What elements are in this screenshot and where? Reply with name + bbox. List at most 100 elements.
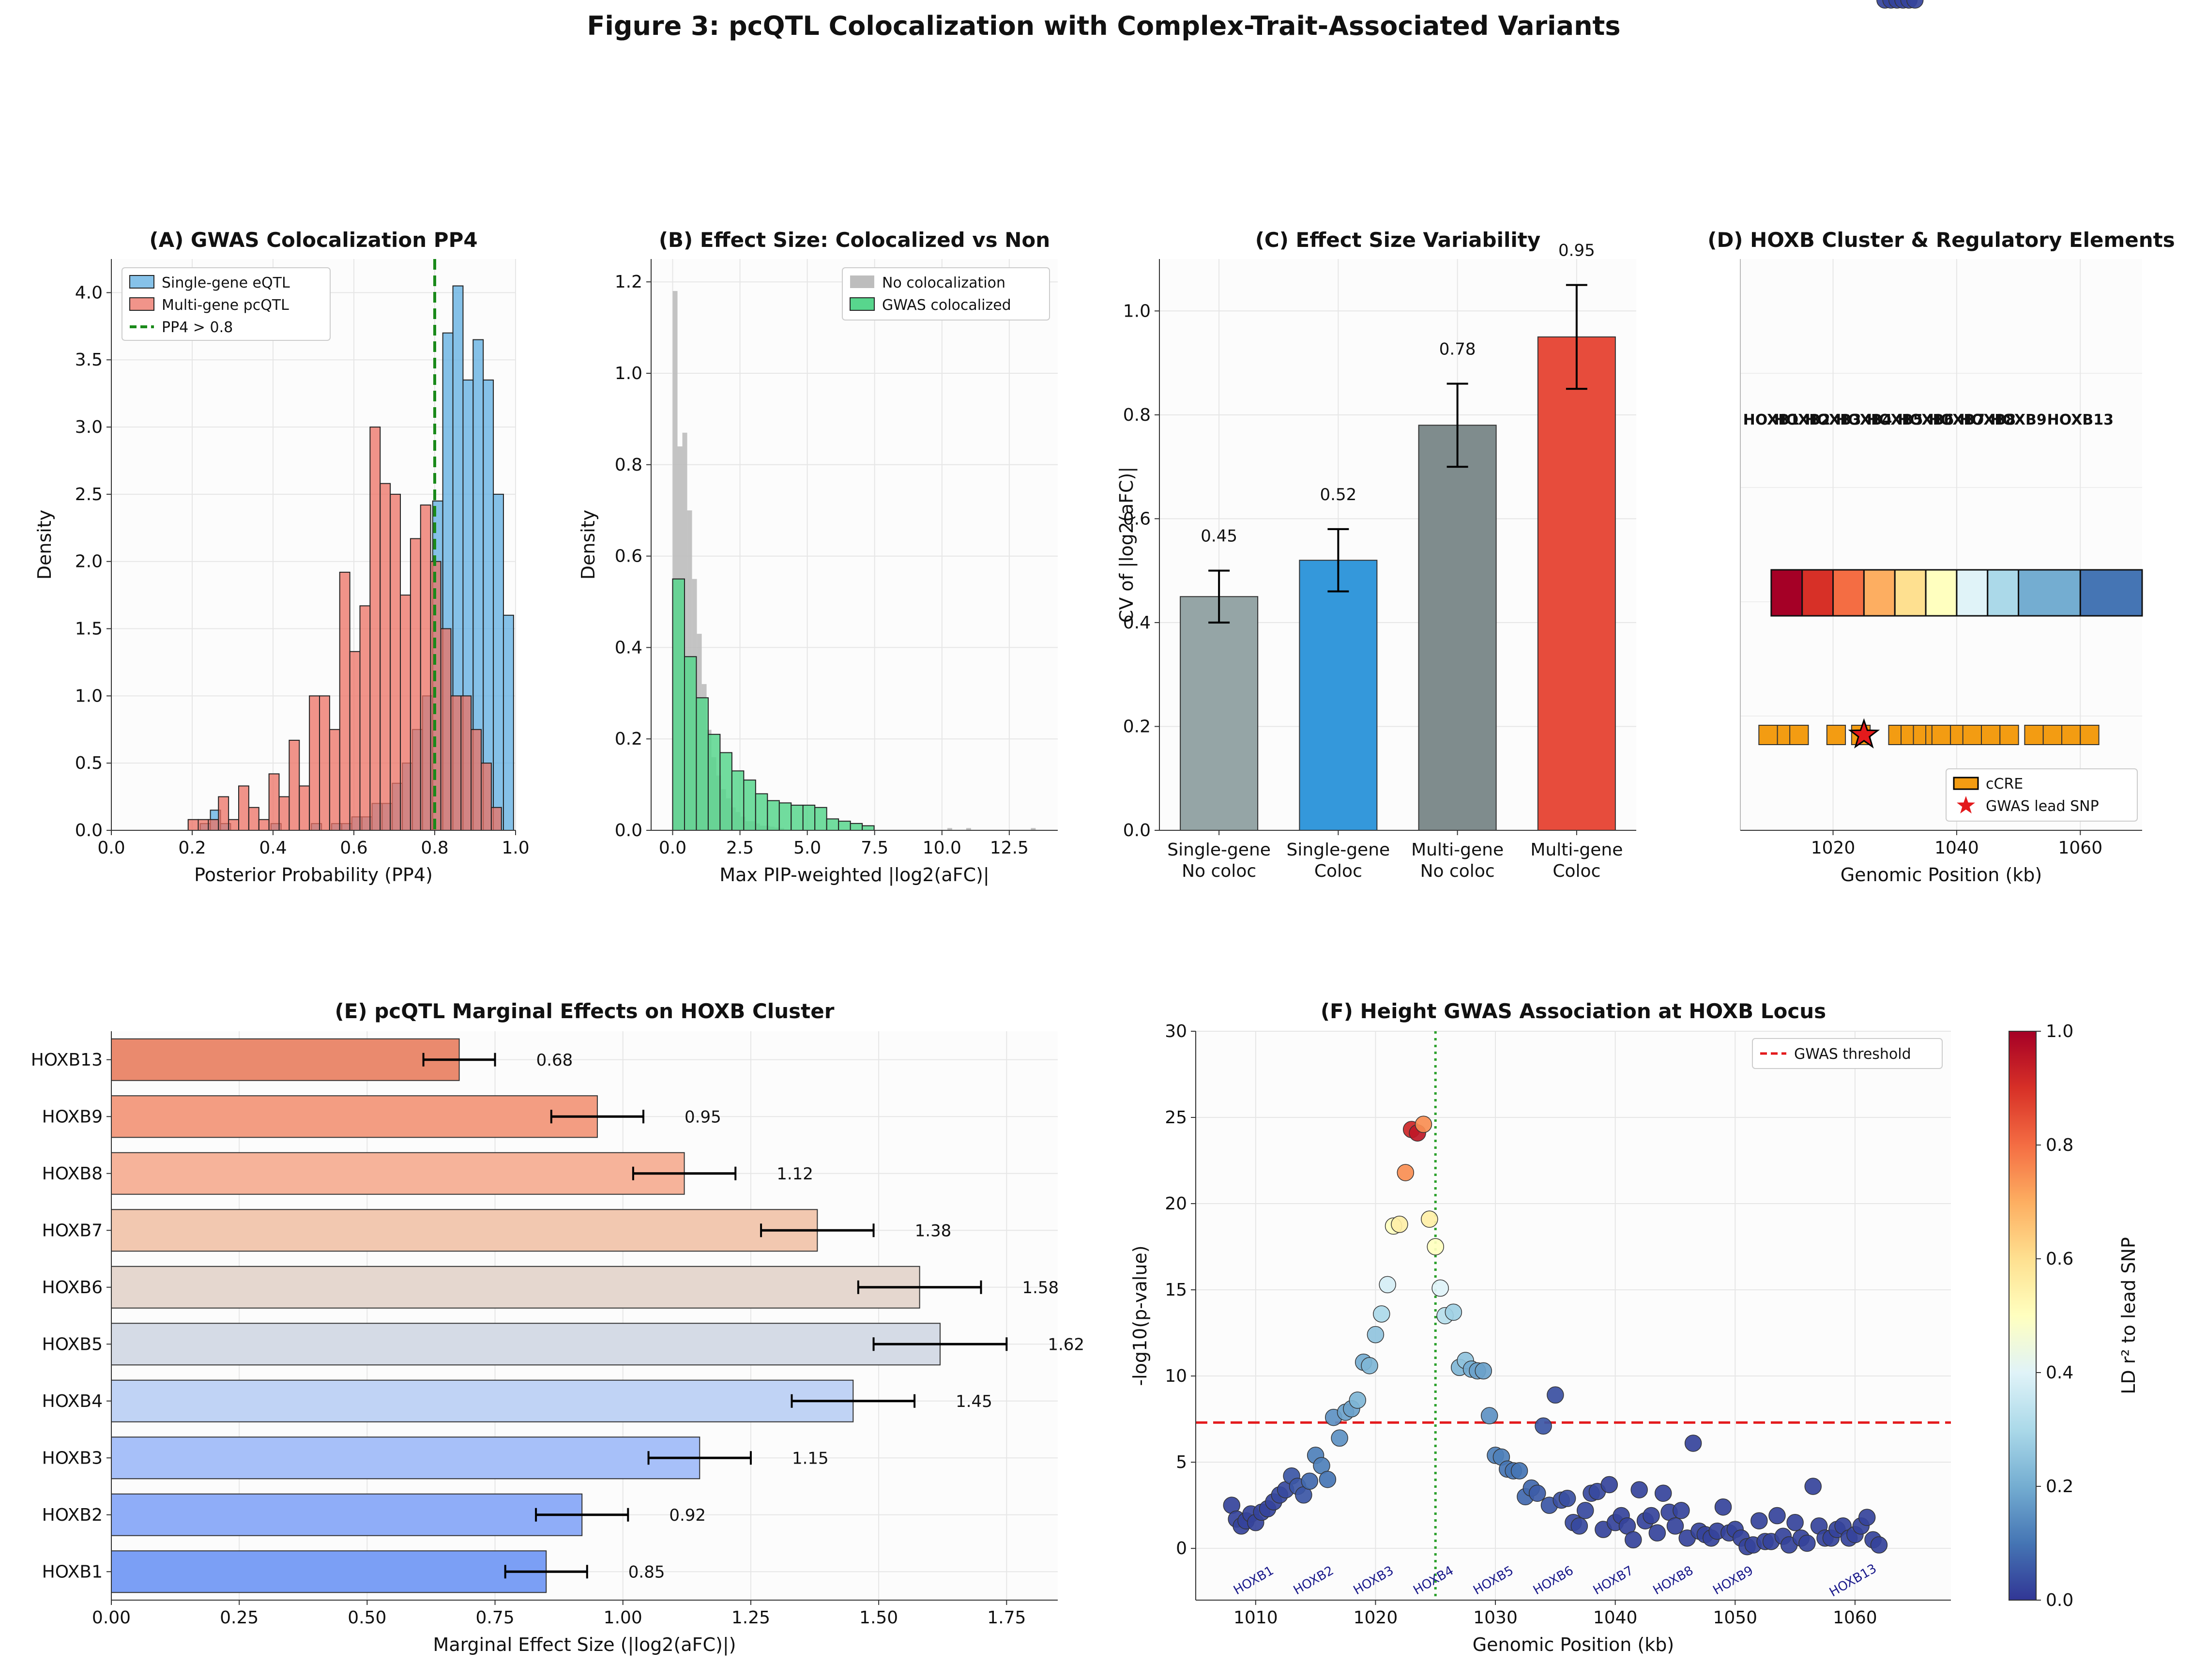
gene-label: HOXB7: [1929, 412, 1985, 428]
x-tick-label: 1010: [1233, 1608, 1278, 1628]
gwas-coloc-bar: [672, 578, 685, 831]
x-axis-label: Genomic Position (kb): [1473, 1634, 1674, 1655]
x-tick-label: 2.5: [726, 838, 754, 858]
value-label: 0.85: [628, 1562, 665, 1582]
multi-gene-bar: [450, 695, 462, 831]
y-tick-label: 0.0: [75, 821, 103, 840]
x-tick-label: 0.0: [97, 838, 125, 858]
y-tick-label: 5: [1176, 1452, 1187, 1472]
x-tick-label: No coloc: [1182, 861, 1256, 881]
y-tick-label: 2.5: [75, 485, 103, 504]
y-axis-label: Density: [34, 510, 55, 580]
value-label: 0.95: [685, 1107, 721, 1127]
plot-area: [1196, 1031, 1951, 1600]
gwas-coloc-bar: [696, 697, 709, 831]
snp-point: [1391, 1216, 1408, 1233]
panel-d-hoxb-cluster: 1020 1040 1060HOXB1HOXB2HOXB3HOXB4HOXB5HOX…: [1707, 228, 2175, 886]
y-tick-label: 0.6: [1123, 509, 1151, 529]
x-tick-label: 0.2: [178, 838, 206, 858]
x-tick-label: 1060: [2058, 838, 2102, 858]
snp-point: [1415, 1115, 1432, 1133]
value-label: 1.45: [956, 1392, 992, 1411]
ccre-box: [2042, 725, 2063, 745]
value-label: 1.62: [1048, 1335, 1084, 1354]
gene-label: HOXB3: [1805, 412, 1861, 428]
y-tick-label: 3.5: [75, 350, 103, 370]
cv-bar: [1180, 596, 1259, 831]
snp-point: [1804, 1478, 1822, 1495]
cv-bar: [1418, 425, 1497, 831]
gene-label: HOXB8: [1960, 412, 2016, 428]
gwas-coloc-bar: [862, 825, 875, 831]
x-tick-label: Coloc: [1553, 861, 1600, 881]
legend-label: GWAS colocalized: [882, 297, 1011, 314]
multi-gene-bar: [198, 819, 209, 831]
snp-point: [1600, 1476, 1618, 1494]
effect-bar: [111, 1436, 700, 1480]
no-coloc-bar: [947, 828, 952, 830]
hoxb-gene-block: [2079, 569, 2143, 617]
y-tick-label: 0.2: [1123, 717, 1151, 736]
value-label: 1.12: [776, 1164, 813, 1184]
legend-label: GWAS lead SNP: [1986, 798, 2099, 815]
snp-point: [1673, 1502, 1690, 1519]
multi-gene-bar: [319, 695, 330, 831]
snp-point: [1373, 1305, 1390, 1323]
snp-point: [1361, 1357, 1378, 1375]
snp-point: [1648, 1524, 1666, 1542]
snp-point: [1397, 1164, 1415, 1181]
y-tick-label: HOXB7: [42, 1221, 103, 1240]
colorbar-tick-label: 0.4: [2046, 1363, 2073, 1383]
legend-label: Multi-gene pcQTL: [162, 297, 289, 314]
x-tick-label: 0.4: [259, 838, 287, 858]
gwas-coloc-bar: [707, 733, 721, 831]
snp-point: [1798, 1534, 1816, 1552]
gene-label: HOXB4: [1836, 412, 1892, 428]
snp-point: [1427, 1238, 1444, 1255]
x-tick-label: 1.75: [987, 1608, 1026, 1628]
x-tick-label: 1.0: [502, 838, 529, 858]
ccre-box: [1826, 725, 1846, 745]
y-tick-label: 0.5: [75, 753, 103, 773]
gwas-coloc-bar: [802, 805, 816, 831]
x-tick-label: 1.50: [859, 1608, 898, 1628]
no-coloc-bar: [672, 291, 678, 830]
ccre-box: [1999, 725, 2019, 745]
y-tick-label: HOXB4: [42, 1391, 103, 1411]
snp-point: [1558, 1490, 1576, 1507]
value-label: 0.95: [1558, 241, 1595, 260]
cv-bar: [1299, 560, 1378, 831]
x-tick-label: 1050: [1713, 1608, 1757, 1628]
multi-gene-bar: [369, 427, 381, 831]
effect-bar: [111, 1152, 685, 1195]
legend-swatch: [129, 297, 154, 311]
snp-point: [1431, 1279, 1449, 1297]
snp-point: [1750, 1512, 1768, 1529]
multi-gene-bar: [390, 493, 401, 831]
multi-gene-bar: [380, 483, 391, 831]
multi-gene-bar: [218, 796, 229, 831]
effect-bar: [111, 1550, 547, 1593]
multi-gene-bar: [339, 571, 350, 831]
colorbar-tick-label: 0.2: [2046, 1477, 2073, 1497]
snp-point: [1510, 1462, 1528, 1480]
panel-title: (D) HOXB Cluster & Regulatory Elements: [1707, 228, 2175, 252]
snp-point: [1570, 1517, 1588, 1535]
multi-gene-bar: [258, 819, 270, 831]
ccre-box: [1758, 725, 1778, 745]
gene-label: HOXB2: [1774, 412, 1830, 428]
multi-gene-bar: [299, 785, 310, 831]
y-tick-label: 0: [1176, 1539, 1187, 1558]
x-tick-label: 0.50: [348, 1608, 386, 1628]
y-tick-label: HOXB1: [42, 1562, 103, 1582]
hoxb-gene-block: [1863, 569, 1896, 617]
hoxb-gene-block: [2018, 569, 2081, 617]
y-tick-label: HOXB8: [42, 1164, 103, 1184]
snp-point: [1906, 0, 1924, 9]
x-axis-label: Posterior Probability (PP4): [194, 864, 433, 886]
snp-point: [1577, 1502, 1594, 1519]
snp-point: [1319, 1471, 1337, 1488]
y-tick-label: 30: [1165, 1022, 1187, 1041]
snp-point: [1786, 1514, 1804, 1531]
